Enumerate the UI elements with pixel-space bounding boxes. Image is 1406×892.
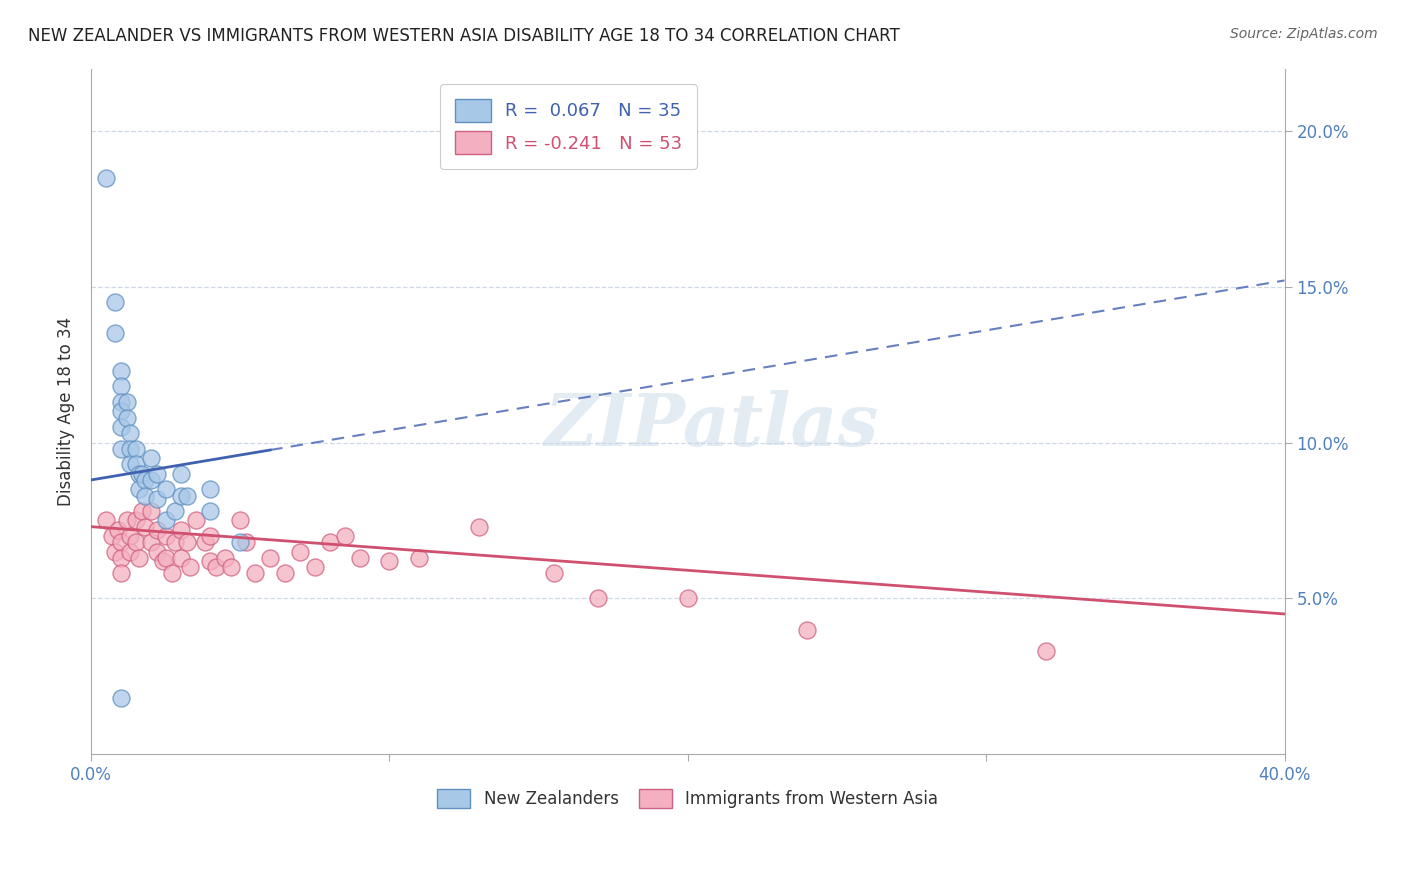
Point: [235, 535, 257, 549]
Point: [200, 529, 222, 543]
Point: [169, 489, 191, 503]
Point: [176, 535, 198, 549]
Point: [304, 560, 326, 574]
Point: [200, 504, 222, 518]
Point: [110, 550, 132, 565]
Text: Source: ZipAtlas.com: Source: ZipAtlas.com: [1230, 27, 1378, 41]
Point: [125, 458, 148, 472]
Point: [155, 529, 177, 543]
Point: [176, 489, 198, 503]
Point: [115, 395, 138, 409]
Point: [128, 483, 150, 497]
Point: [245, 566, 267, 581]
Point: [118, 529, 141, 543]
Point: [214, 550, 236, 565]
Point: [163, 504, 186, 518]
Point: [139, 473, 162, 487]
Point: [104, 326, 127, 341]
Point: [139, 451, 162, 466]
Point: [118, 442, 141, 456]
Point: [128, 550, 150, 565]
Point: [110, 442, 132, 456]
Point: [333, 529, 356, 543]
Point: [118, 426, 141, 441]
Point: [94, 513, 117, 527]
Point: [543, 566, 565, 581]
Point: [193, 535, 215, 549]
Text: NEW ZEALANDER VS IMMIGRANTS FROM WESTERN ASIA DISABILITY AGE 18 TO 34 CORRELATIO: NEW ZEALANDER VS IMMIGRANTS FROM WESTERN…: [28, 27, 900, 45]
Point: [131, 467, 153, 481]
Point: [259, 550, 281, 565]
Point: [205, 560, 228, 574]
Point: [125, 535, 148, 549]
Point: [128, 467, 150, 481]
Point: [118, 544, 141, 558]
Point: [468, 519, 491, 533]
Point: [319, 535, 342, 549]
Text: ZIPatlas: ZIPatlas: [544, 390, 879, 460]
Point: [229, 513, 252, 527]
Point: [115, 513, 138, 527]
Point: [146, 523, 169, 537]
Point: [408, 550, 430, 565]
Point: [163, 535, 186, 549]
Point: [200, 554, 222, 568]
Point: [101, 529, 124, 543]
Legend: New Zealanders, Immigrants from Western Asia: New Zealanders, Immigrants from Western …: [430, 782, 945, 814]
Point: [160, 566, 183, 581]
Point: [134, 519, 156, 533]
Point: [110, 535, 132, 549]
Point: [125, 442, 148, 456]
Point: [110, 691, 132, 706]
Point: [118, 458, 141, 472]
Point: [229, 535, 252, 549]
Y-axis label: Disability Age 18 to 34: Disability Age 18 to 34: [58, 317, 75, 506]
Point: [146, 544, 169, 558]
Point: [146, 491, 169, 506]
Point: [200, 483, 222, 497]
Point: [221, 560, 243, 574]
Point: [110, 566, 132, 581]
Point: [110, 420, 132, 434]
Point: [588, 591, 610, 606]
Point: [110, 404, 132, 418]
Point: [184, 513, 207, 527]
Point: [155, 513, 177, 527]
Point: [139, 535, 162, 549]
Point: [110, 395, 132, 409]
Point: [134, 473, 156, 487]
Point: [288, 544, 311, 558]
Point: [107, 523, 129, 537]
Point: [1035, 644, 1057, 658]
Point: [169, 550, 191, 565]
Point: [125, 513, 148, 527]
Point: [155, 483, 177, 497]
Point: [134, 489, 156, 503]
Point: [169, 467, 191, 481]
Point: [796, 623, 818, 637]
Point: [378, 554, 401, 568]
Point: [139, 504, 162, 518]
Point: [155, 550, 177, 565]
Point: [676, 591, 699, 606]
Point: [146, 467, 169, 481]
Point: [110, 379, 132, 393]
Point: [131, 504, 153, 518]
Point: [169, 523, 191, 537]
Point: [104, 544, 127, 558]
Point: [349, 550, 371, 565]
Point: [152, 554, 174, 568]
Point: [110, 364, 132, 378]
Point: [274, 566, 297, 581]
Point: [94, 170, 117, 185]
Point: [104, 295, 127, 310]
Point: [179, 560, 201, 574]
Point: [115, 410, 138, 425]
